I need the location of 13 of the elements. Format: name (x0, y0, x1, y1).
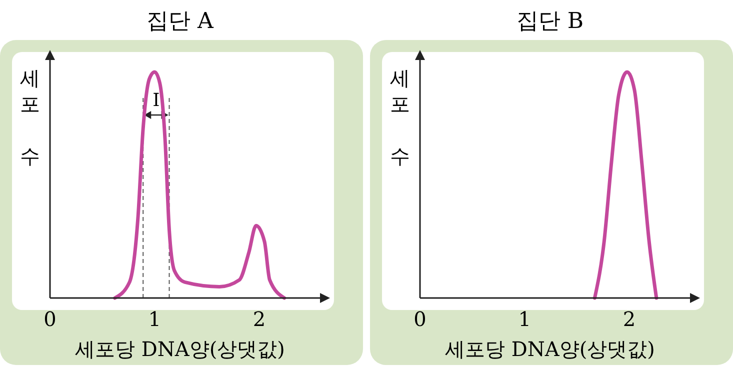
x-tick-label: 0 (414, 307, 426, 331)
x-tick-label: 1 (518, 307, 531, 331)
x-tick-label: 0 (44, 307, 56, 331)
x-axis-title: 세포당 DNA양(상댓값) (75, 337, 285, 361)
x-tick-label: 2 (252, 307, 266, 331)
text: 세포 수 (20, 66, 40, 168)
x-tick-label: 2 (622, 307, 636, 331)
x-tick-label: 1 (148, 307, 161, 331)
text: 세포 수 (390, 66, 410, 168)
chart-title: 집단 A (146, 9, 215, 34)
chart-title: 집단 B (516, 9, 584, 34)
annotation: Ⅰ (152, 90, 160, 111)
x-axis-title: 세포당 DNA양(상댓값) (445, 337, 655, 361)
